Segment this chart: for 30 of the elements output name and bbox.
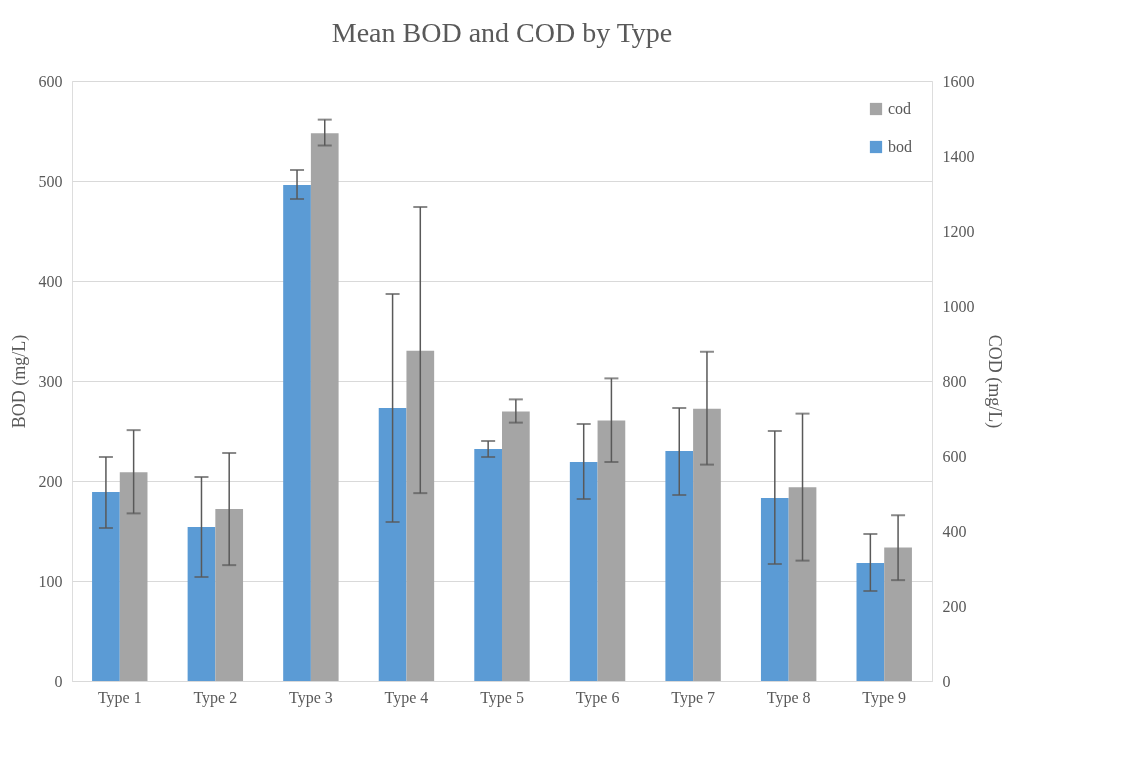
y2-tick-label: 1600 bbox=[942, 72, 975, 90]
y2-tick-label: 400 bbox=[942, 522, 967, 540]
y-tick-label: 100 bbox=[38, 572, 63, 590]
y-tick-label: 300 bbox=[38, 372, 63, 390]
y-tick-label: 200 bbox=[38, 472, 63, 490]
x-tick-label: Type 5 bbox=[480, 688, 524, 707]
x-tick-label: Type 4 bbox=[384, 688, 429, 707]
y-tick-label: 500 bbox=[38, 172, 63, 190]
x-tick-label: Type 2 bbox=[193, 688, 238, 707]
x-tick-label: Type 9 bbox=[862, 688, 907, 707]
x-tick-label: Type 6 bbox=[575, 688, 620, 707]
chart-title: Mean BOD and COD by Type bbox=[331, 17, 673, 48]
x-tick-label: Type 7 bbox=[671, 688, 715, 707]
y2-tick-label: 0 bbox=[942, 672, 951, 690]
x-tick-label: Type 8 bbox=[766, 688, 811, 707]
y2-tick-label: 1000 bbox=[942, 297, 975, 315]
y-tick-label: 600 bbox=[38, 72, 63, 90]
y2-tick-label: 1200 bbox=[942, 222, 975, 240]
y2-tick-label: 800 bbox=[942, 372, 967, 390]
x-tick-label: Type 3 bbox=[289, 688, 333, 707]
y2-tick-label: 600 bbox=[942, 447, 967, 465]
y2-axis-title: COD (mg/L) bbox=[983, 334, 1005, 429]
y2-tick-label: 1400 bbox=[942, 147, 975, 165]
x-tick-label: Type 1 bbox=[97, 688, 142, 707]
y-axis-title: BOD (mg/L) bbox=[8, 334, 30, 429]
legend-label: bod bbox=[888, 138, 912, 155]
y-tick-label: 400 bbox=[38, 272, 63, 290]
y2-tick-label: 200 bbox=[942, 597, 967, 615]
y-tick-label: 0 bbox=[54, 672, 63, 690]
legend-label: cod bbox=[888, 100, 912, 117]
